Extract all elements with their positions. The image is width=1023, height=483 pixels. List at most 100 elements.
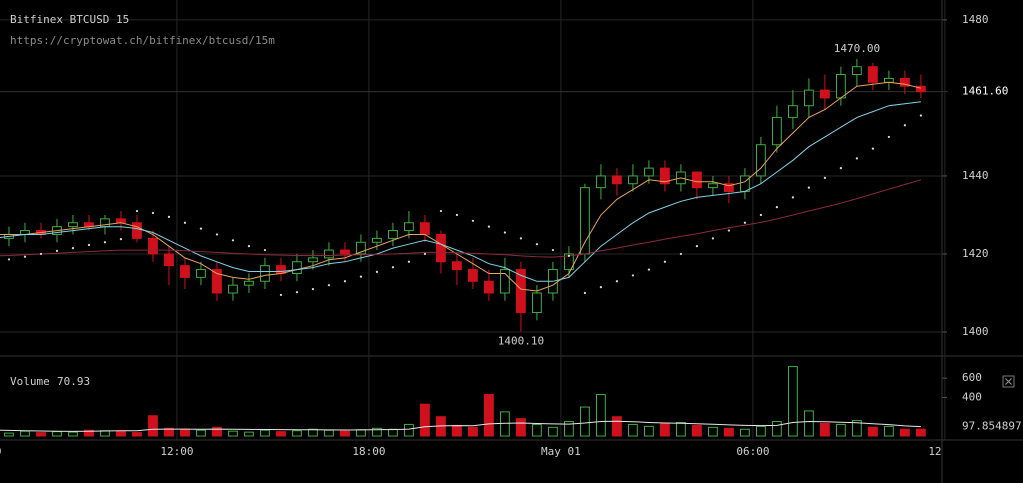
- x-tick-label: 06:00: [0, 445, 2, 458]
- sar-dot: [567, 254, 571, 258]
- volume-bar: [36, 432, 46, 437]
- candle-body: [580, 187, 590, 255]
- candle-body: [835, 74, 846, 99]
- volume-average-label: 97.854897: [962, 420, 1022, 433]
- sar-dot: [151, 211, 155, 215]
- candle-body: [164, 253, 174, 267]
- volume-bar: [771, 421, 782, 437]
- volume-average-line: [0, 420, 921, 432]
- volume-bar: [564, 421, 574, 437]
- candle-body: [468, 269, 478, 282]
- candle-body: [739, 175, 750, 193]
- candle-body: [196, 269, 206, 278]
- close-pane-button[interactable]: [1002, 375, 1015, 388]
- volume-bar: [276, 431, 286, 437]
- volume-bar: [196, 429, 206, 437]
- sar-dot: [903, 124, 906, 127]
- volume-bar: [148, 415, 158, 437]
- candle-body: [148, 237, 158, 255]
- sar-dot: [103, 241, 107, 244]
- axis: 1400 1420 1440 1480 400 600 97.854897 1461.60: [942, 13, 1023, 433]
- sar-dot: [631, 274, 635, 277]
- sar-dot: [471, 219, 475, 222]
- volume-bar: [660, 422, 670, 437]
- sar-dot: [439, 209, 443, 213]
- sar-dot: [919, 114, 922, 117]
- volume-bar: [340, 430, 350, 437]
- moving-average-line: [0, 81, 922, 292]
- candle-body: [803, 89, 814, 107]
- sar-dot: [551, 248, 555, 252]
- sar-dot: [839, 167, 842, 170]
- volume-bar: [803, 410, 814, 437]
- sar-dot: [535, 243, 539, 246]
- moving-average-line: [0, 101, 921, 282]
- candle-body: [340, 249, 350, 255]
- sar-dot: [791, 196, 794, 199]
- volume-bar: [723, 427, 734, 437]
- sar-dot: [343, 280, 347, 283]
- sar-dot: [679, 252, 683, 256]
- volume-bar: [707, 426, 718, 437]
- grid: [0, 0, 960, 440]
- volume-label: Volume: [10, 375, 50, 388]
- volume-bar: [244, 431, 254, 437]
- volume-bar: [819, 422, 830, 437]
- chart-title: Bitfinex BTCUSD 15: [10, 13, 129, 26]
- sar-dot: [519, 237, 523, 240]
- sar-dot: [23, 255, 27, 258]
- candle-body: [660, 167, 670, 185]
- volume-bar: [228, 430, 238, 437]
- volume-bar: [755, 425, 766, 437]
- candle-body: [68, 222, 78, 228]
- candle-body: [420, 222, 430, 235]
- candle-body: [228, 284, 238, 294]
- candle-body: [372, 237, 382, 243]
- candle-body: [356, 241, 366, 255]
- volume-bar: [580, 406, 590, 437]
- max-price-label: 1470.00: [834, 42, 880, 55]
- candle-body: [308, 257, 318, 263]
- sar-dot: [7, 258, 11, 261]
- volume-tick-label: 400: [962, 390, 982, 403]
- volume-bar: [452, 424, 462, 437]
- sar-dot: [359, 275, 363, 278]
- candle-body: [915, 85, 926, 93]
- sar-dot: [727, 229, 730, 232]
- sar-dot: [455, 213, 459, 217]
- candle-body: [644, 167, 654, 177]
- volume-bar: [212, 426, 222, 437]
- y-tick-label: 1480: [962, 13, 989, 26]
- candle-body: [484, 280, 494, 294]
- sar-dot: [263, 248, 267, 252]
- volume-bar: [612, 416, 622, 437]
- volume-bar: [260, 429, 270, 437]
- candle-body: [180, 265, 190, 278]
- candle-body: [723, 183, 734, 193]
- sar-dot: [295, 291, 299, 294]
- volume-bar: [292, 430, 302, 437]
- volume-bar: [739, 428, 750, 437]
- sar-dot: [487, 225, 491, 228]
- sar-dot: [663, 260, 667, 263]
- candle-body: [132, 222, 142, 239]
- volume-bar: [324, 429, 334, 437]
- sar-dot: [647, 268, 651, 271]
- candle-body: [532, 292, 542, 313]
- volume-bar: [500, 411, 510, 437]
- volume-bar: [787, 366, 798, 437]
- sar-dot: [215, 233, 219, 236]
- volume-bar: [388, 428, 398, 437]
- volume-bar: [372, 427, 382, 437]
- y-tick-label: 1400: [962, 325, 989, 338]
- volume-bar: [596, 394, 606, 437]
- candle-body: [260, 265, 270, 282]
- sar-dot: [807, 186, 810, 189]
- volume-bar: [915, 428, 926, 437]
- sar-dot: [39, 252, 43, 256]
- candle-body: [244, 280, 254, 286]
- candle-body: [116, 218, 126, 224]
- candle-body: [755, 144, 766, 177]
- sar-dot: [71, 247, 75, 250]
